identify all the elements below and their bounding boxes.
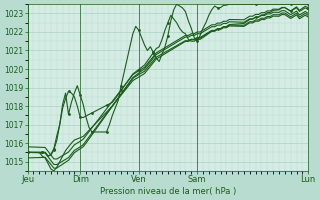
- X-axis label: Pression niveau de la mer( hPa ): Pression niveau de la mer( hPa ): [100, 187, 236, 196]
